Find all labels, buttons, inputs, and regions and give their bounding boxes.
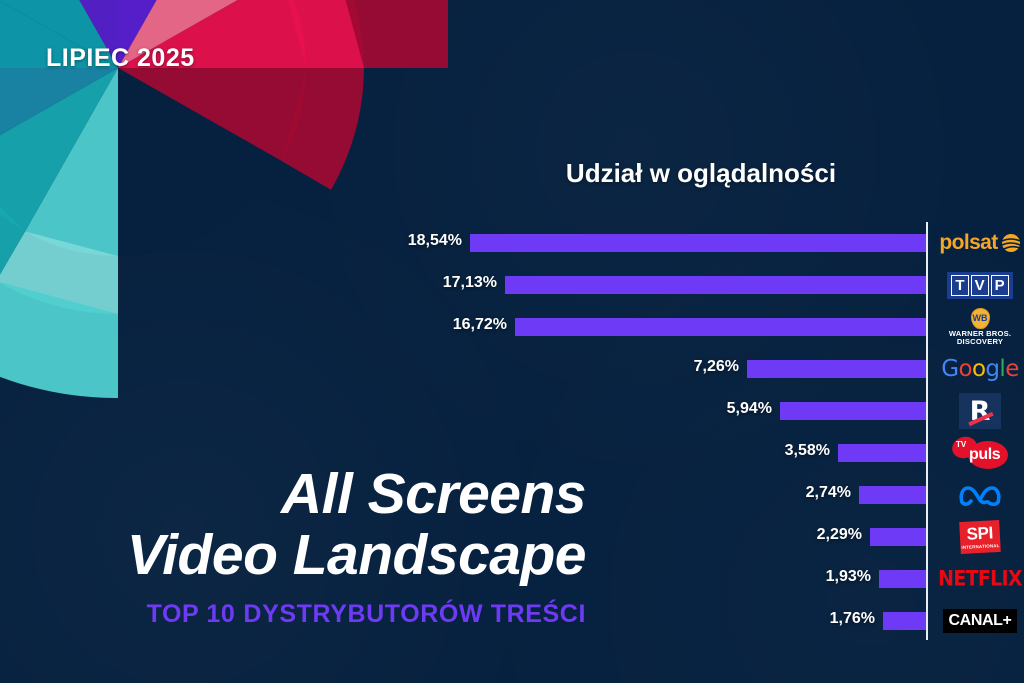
chart-axis-line <box>926 222 928 640</box>
headline-subtitle: TOP 10 DYSTRYBUTORÓW TREŚCI <box>0 600 586 629</box>
brand-logo-cell: R <box>936 390 1024 432</box>
google-logo: Google <box>941 356 1019 382</box>
chart-row: 17,13% T V P <box>443 264 1024 306</box>
chart-row: 18,54% polsat <box>408 222 1024 264</box>
headline-subtitle-rest: DYSTRYBUTORÓW TREŚCI <box>243 599 586 628</box>
polsat-globe-icon <box>1001 234 1020 252</box>
bar-track: 18,54% <box>408 222 926 264</box>
bar-track: 2,74% <box>470 474 926 516</box>
brand-logo-cell: Google <box>936 348 1024 390</box>
tv-puls-logo: TV puls <box>949 433 1010 471</box>
bar-value-label: 2,29% <box>816 526 862 543</box>
bar-track: 5,94% <box>470 390 926 432</box>
date-label: LIPIEC 2025 <box>46 44 195 72</box>
chart-title: Udział w oglądalności <box>565 158 837 188</box>
bar <box>838 444 926 462</box>
brand-logo-cell: CANAL+ <box>936 600 1024 642</box>
bar-value-label: 2,74% <box>805 484 851 501</box>
chart-row: 1,93% NETFLIX <box>470 558 1024 600</box>
bar-chart: 18,54% polsat 17,13% T V P 16,72% WB WARNER BROS… <box>408 222 1024 642</box>
bar <box>780 402 926 420</box>
bar-track: 7,26% <box>470 348 926 390</box>
headline-line-2: Video Landscape <box>126 522 587 587</box>
canal-plus-logo: CANAL+ <box>942 609 1018 633</box>
brand-logo-cell: TV puls <box>936 432 1024 474</box>
headline-line-1: All Screens <box>281 462 587 526</box>
bar-value-label: 18,54% <box>407 232 462 249</box>
bar-value-label: 16,72% <box>452 316 507 333</box>
polsat-logo: polsat <box>939 231 1020 255</box>
radial-burst-decoration <box>0 0 448 398</box>
brand-logo-cell: polsat <box>936 222 1024 264</box>
spi-logo: SPI INTERNATIONAL <box>959 519 1001 555</box>
bar-track: 1,76% <box>470 600 926 642</box>
bar <box>505 276 926 294</box>
chart-row: 1,76% CANAL+ <box>470 600 1024 642</box>
bar-track: 17,13% <box>443 264 926 306</box>
brand-logo-cell: SPI INTERNATIONAL <box>936 516 1024 558</box>
bar <box>470 234 926 252</box>
bar <box>870 528 926 546</box>
meta-logo <box>958 482 1002 508</box>
bar-value-label: 1,93% <box>825 568 871 585</box>
chart-row: 2,74% <box>470 474 1024 516</box>
meta-infinity-icon <box>959 486 1001 507</box>
brand-logo-cell: WB WARNER BROS. DISCOVERY <box>936 306 1024 348</box>
rmf-logo: R <box>959 393 1001 429</box>
bar <box>515 318 926 336</box>
chart-row: 3,58% TV puls <box>470 432 1024 474</box>
bar-value-label: 17,13% <box>442 274 497 291</box>
bar-track: 16,72% <box>453 306 926 348</box>
chart-row: 7,26% Google <box>470 348 1024 390</box>
chart-row: 16,72% WB WARNER BROS. DISCOVERY <box>453 306 1024 348</box>
bar-value-label: 7,26% <box>693 358 739 375</box>
bar-track: 1,93% <box>470 558 926 600</box>
brand-logo-cell <box>936 474 1024 516</box>
wb-shield-icon: WB <box>970 307 990 329</box>
brand-logo-cell: NETFLIX <box>936 558 1024 600</box>
bar-track: 3,58% <box>470 432 926 474</box>
bar <box>879 570 926 588</box>
bar <box>747 360 926 378</box>
bar-value-label: 5,94% <box>726 400 772 417</box>
netflix-logo: NETFLIX <box>938 566 1022 592</box>
headline-block: All Screens Video Landscape TOP 10 DYSTRY… <box>0 464 626 629</box>
bar-value-label: 3,58% <box>784 442 830 459</box>
bar <box>859 486 926 504</box>
warner-bros-discovery-logo: WB WARNER BROS. DISCOVERY <box>949 307 1011 346</box>
bar-track: 2,29% <box>470 516 926 558</box>
headline-subtitle-top: TOP 10 <box>146 599 236 628</box>
bar <box>883 612 926 630</box>
bar-value-label: 1,76% <box>829 610 875 627</box>
chart-row: 5,94% R <box>470 390 1024 432</box>
chart-row: 2,29% SPI INTERNATIONAL <box>470 516 1024 558</box>
